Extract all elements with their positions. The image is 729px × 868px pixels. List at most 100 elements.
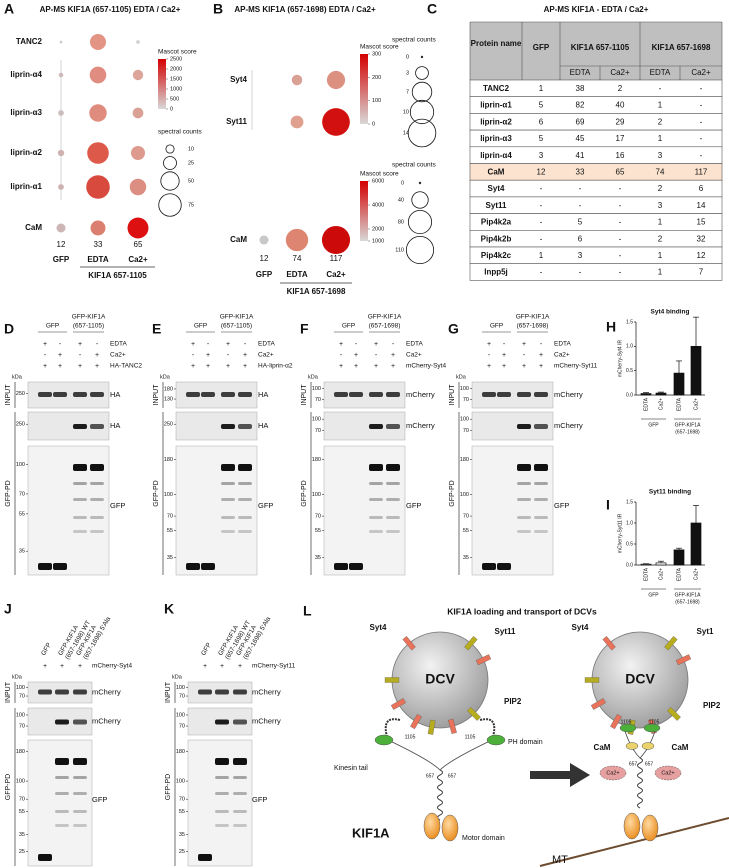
bar — [640, 563, 652, 566]
mw-label: 35 — [167, 555, 173, 561]
row-label: CaM — [25, 223, 42, 232]
band — [517, 516, 531, 519]
mw-label: 250 — [16, 391, 25, 397]
table-cell: liprin-α4 — [480, 151, 512, 160]
size-key — [415, 66, 429, 80]
band — [53, 392, 67, 397]
table-cell: 33 — [576, 167, 585, 176]
group-label: KIF1A 657-1105 — [88, 271, 147, 280]
membrane-protein — [664, 636, 678, 651]
condition-name: mCherry-Syt11 — [554, 363, 598, 370]
bubble — [130, 145, 146, 161]
size-key — [163, 156, 177, 170]
band — [334, 392, 348, 397]
band — [517, 392, 531, 397]
table-subheader-cell: EDTA — [650, 68, 671, 77]
blot-label: GFP — [110, 501, 125, 510]
table-cell: - — [659, 84, 662, 93]
table-cell: 5 — [578, 218, 583, 227]
residue-label: 1105 — [465, 734, 476, 740]
table-cell: Pip4k2a — [481, 218, 512, 227]
mw-label: 70 — [463, 514, 469, 520]
panel-letter: D — [4, 321, 14, 337]
table-cell: - — [579, 184, 582, 193]
band — [55, 719, 69, 725]
mw-label: 180 — [460, 457, 469, 463]
membrane-protein — [590, 698, 606, 710]
condition-sign: + — [78, 341, 82, 348]
mw-label: 55 — [19, 511, 25, 517]
condition-name: EDTA — [554, 341, 572, 348]
table-cell: - — [619, 251, 622, 260]
motor-domain — [423, 812, 441, 840]
kinesin-tail — [387, 739, 493, 771]
band — [55, 810, 69, 813]
blot-label: mCherry — [252, 716, 281, 725]
table-cell: 7 — [699, 268, 704, 277]
table-cell: 38 — [576, 84, 585, 93]
condition-sign: + — [487, 341, 491, 348]
legend-title: Mascot score — [158, 49, 197, 56]
table-cell: 6 — [539, 117, 544, 126]
table-cell: 2 — [658, 117, 663, 126]
condition-sign: + — [191, 341, 195, 348]
residue-label: 1105 — [621, 719, 632, 725]
band — [233, 810, 247, 813]
y-tick-label: 1.5 — [626, 319, 633, 325]
protein-label: Syt4 — [370, 623, 387, 632]
mw-label: 70 — [19, 693, 25, 699]
band — [386, 482, 400, 485]
band — [517, 424, 531, 429]
column-label: Ca2+ — [326, 270, 346, 279]
group-label: (657-1698) — [675, 429, 700, 435]
band — [73, 792, 87, 795]
column-label: GFP — [53, 255, 70, 264]
size-key — [165, 144, 175, 154]
mw-label: 70 — [19, 491, 25, 497]
size-key — [411, 81, 433, 103]
band — [198, 854, 212, 861]
table-cell: 2 — [658, 184, 663, 193]
lane-header: GFP — [46, 323, 59, 330]
table-row — [469, 163, 723, 181]
table-cell: - — [700, 134, 703, 143]
mw-label: 100 — [460, 386, 469, 392]
lane-header: (657-1105) — [221, 323, 252, 330]
blot-label: GFP — [92, 795, 107, 804]
band — [90, 464, 104, 471]
mw-label: 55 — [463, 528, 469, 534]
size-key-label: 50 — [188, 178, 194, 184]
ph-domain — [643, 723, 661, 733]
calcium — [599, 765, 627, 781]
table-cell: 45 — [576, 134, 585, 143]
table-cell: 15 — [697, 218, 706, 227]
mw-label: 100 — [312, 386, 321, 392]
band — [53, 563, 67, 570]
membrane-protein — [448, 718, 457, 734]
mw-label: 35 — [179, 832, 185, 838]
band — [38, 689, 52, 695]
mw-label: 25 — [19, 849, 25, 855]
band — [238, 516, 252, 519]
mw-label: 100 — [460, 492, 469, 498]
ph-domain — [374, 734, 394, 746]
band — [73, 824, 87, 827]
section-label: GFP-PD — [165, 774, 172, 800]
table-cell: - — [540, 234, 543, 243]
mw-label: 100 — [460, 417, 469, 423]
size-key-label: 0 — [406, 54, 409, 60]
bubble — [129, 178, 147, 196]
mw-label: 35 — [315, 555, 321, 561]
band — [386, 530, 400, 533]
condition-sign: + — [522, 341, 526, 348]
y-axis-label: mCherry-Syt11 IR — [617, 513, 623, 553]
mw-label: 70 — [463, 397, 469, 403]
scale-tick-label: 500 — [170, 96, 179, 102]
arrow-shaft — [530, 771, 572, 779]
condition-sign: + — [339, 341, 343, 348]
bubble — [321, 225, 351, 255]
mw-label: 35 — [19, 832, 25, 838]
band — [73, 424, 87, 429]
condition-sign: + — [502, 352, 506, 359]
size-key-label: 110 — [395, 247, 404, 253]
